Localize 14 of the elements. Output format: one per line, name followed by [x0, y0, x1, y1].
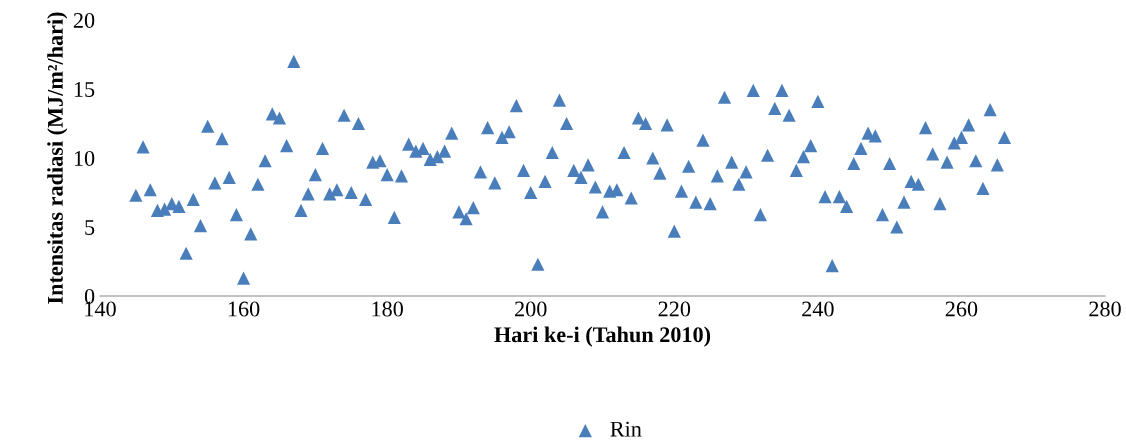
y-tick-label: 10 — [74, 150, 95, 166]
x-tick-label: 240 — [802, 301, 834, 317]
x-tick-label: 200 — [515, 301, 547, 317]
legend-label: Rin — [610, 421, 642, 437]
y-tick-label: 15 — [74, 82, 95, 97]
x-tick-label: 260 — [945, 301, 978, 317]
y-tick-label: 5 — [85, 220, 95, 235]
x-tick-label: 280 — [1089, 301, 1121, 317]
x-axis-title: Hari ke-i (Tahun 2010) — [494, 326, 711, 347]
x-tick-label: 180 — [372, 301, 403, 317]
x-tick-label: 160 — [228, 301, 260, 317]
x-tick-label: 220 — [658, 301, 691, 317]
y-axis-title: Intensitas radiasi (MJ/m²/hari) — [47, 12, 68, 304]
y-tick-label: 20 — [73, 12, 95, 28]
